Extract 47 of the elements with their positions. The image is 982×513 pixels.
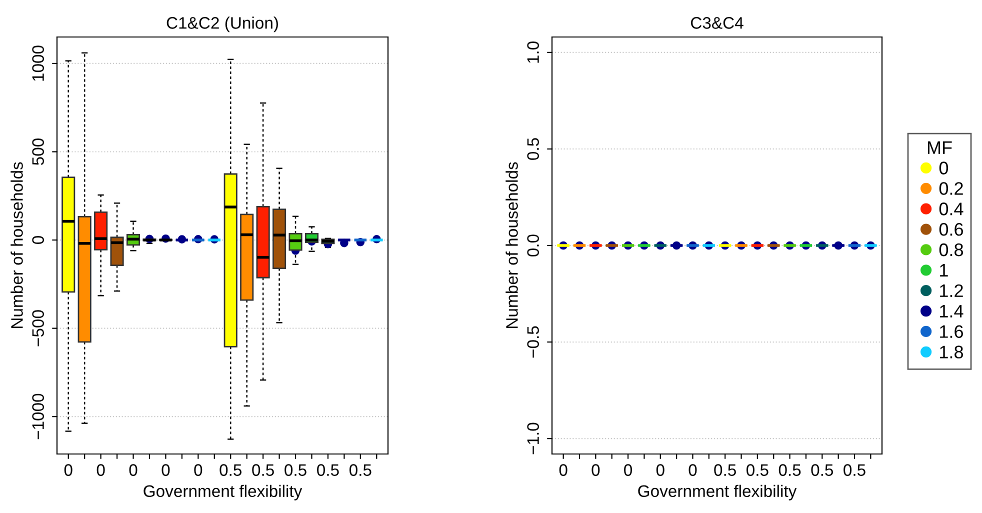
x-tick-label: 0 [194, 464, 202, 476]
y-tick-label: 500 [32, 138, 44, 165]
x-tick-label: 0.5 [811, 464, 834, 476]
x-tick-label: 0 [162, 464, 170, 476]
legend-label: 0.6 [939, 222, 963, 236]
y-tick-label: 0 [32, 236, 44, 244]
legend-label: 1.2 [940, 284, 963, 297]
x-tick-label: 0 [656, 464, 664, 476]
legend-label: 1.8 [940, 346, 964, 358]
x-tick-label: 0.5 [349, 464, 372, 476]
x-tick-label: 0 [96, 464, 105, 476]
y-tick-label: 1.0 [527, 42, 539, 63]
chart-title: C3&C4 [690, 17, 744, 29]
legend-label: 1.4 [940, 304, 964, 318]
legend-label: 0.8 [939, 243, 964, 256]
y-tick-label: 0.5 [527, 138, 539, 160]
x-tick-label: 0.5 [746, 464, 768, 476]
x-tick-label: 0 [688, 464, 697, 476]
x-tick-label: 0 [624, 464, 632, 476]
y-tick-label: −0.5 [527, 326, 539, 358]
x-tick-label: 0 [64, 464, 72, 476]
y-axis-title: Number of households [10, 162, 23, 328]
legend-label: 0.4 [939, 202, 964, 216]
legend-title: MF [928, 141, 952, 154]
chart-title: C1&C2 (Union) [166, 16, 278, 32]
y-tick-label: −500 [32, 310, 44, 346]
x-axis-title: Government flexibility [144, 484, 302, 500]
x-tick-label: 0.5 [284, 464, 306, 476]
x-tick-label: 0.5 [317, 464, 339, 476]
x-tick-label: 0.5 [714, 464, 736, 476]
x-tick-label: 0.5 [844, 464, 866, 476]
x-axis-title: Government flexibility [638, 484, 797, 500]
y-tick-label: 0.0 [527, 234, 539, 256]
x-tick-label: 0.5 [252, 464, 274, 476]
x-tick-label: 0 [592, 464, 600, 476]
x-tick-label: 0.5 [220, 464, 242, 476]
x-tick-label: 0 [559, 464, 568, 476]
legend-label: 1 [940, 264, 948, 276]
x-tick-label: 0.5 [778, 464, 801, 476]
x-tick-label: 0 [129, 464, 138, 476]
y-axis-title: Number of households [506, 162, 518, 328]
legend-label: 0.2 [939, 182, 963, 195]
y-tick-label: 1000 [32, 46, 44, 81]
legend-label: 0 [939, 162, 948, 174]
y-tick-label: −1000 [32, 394, 44, 440]
y-tick-label: −1.0 [527, 422, 539, 454]
legend-label: 1.6 [940, 325, 963, 338]
